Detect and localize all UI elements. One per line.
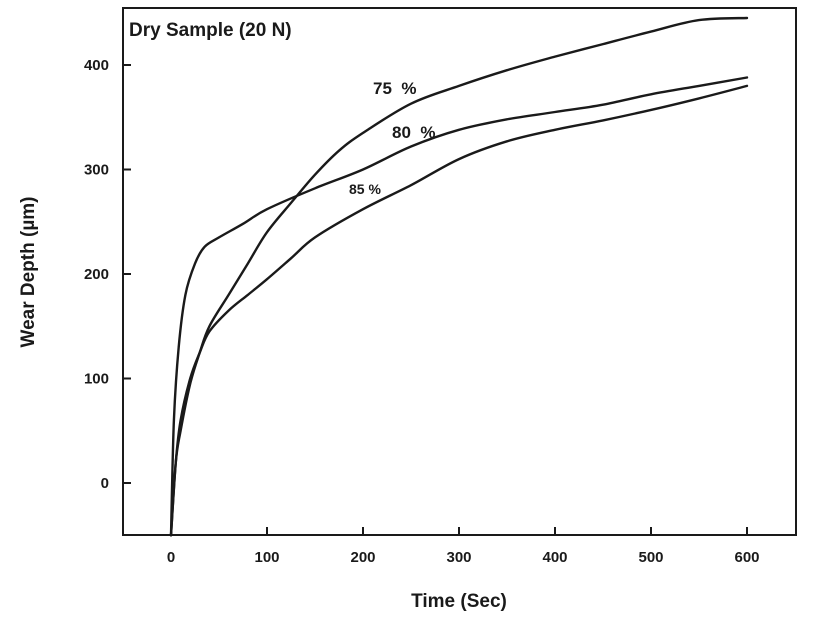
y-tick-label: 0 — [101, 475, 109, 492]
x-tick-label: 300 — [446, 549, 471, 566]
series-line-80 — [169, 76, 749, 537]
x-tick-label: 500 — [638, 549, 663, 566]
x-tick-label: 600 — [734, 549, 759, 566]
x-axis-ticks: 0 100 200 300 400 500 600 — [167, 527, 760, 566]
x-tick-label: 200 — [350, 549, 375, 566]
series-label-75: 75 % — [373, 79, 416, 98]
chart-title: Dry Sample (20 N) — [129, 20, 292, 41]
y-tick-label: 400 — [84, 57, 109, 74]
series-lines — [169, 16, 749, 537]
series-labels: 75 % 80 % 85 % — [349, 79, 435, 197]
y-tick-label: 100 — [84, 371, 109, 388]
x-axis-title: Time (Sec) — [411, 591, 507, 612]
series-label-85: 85 % — [349, 181, 381, 197]
x-tick-label: 0 — [167, 549, 175, 566]
y-tick-label: 200 — [84, 266, 109, 283]
x-tick-label: 400 — [542, 549, 567, 566]
y-axis-title: Wear Depth (µm) — [18, 197, 39, 348]
series-line-75 — [169, 16, 749, 537]
x-tick-label: 100 — [254, 549, 279, 566]
series-label-80: 80 % — [392, 123, 435, 142]
y-tick-label: 300 — [84, 162, 109, 179]
y-axis-ticks: 0 100 200 300 400 — [84, 57, 131, 492]
series-line-85 — [169, 84, 749, 537]
